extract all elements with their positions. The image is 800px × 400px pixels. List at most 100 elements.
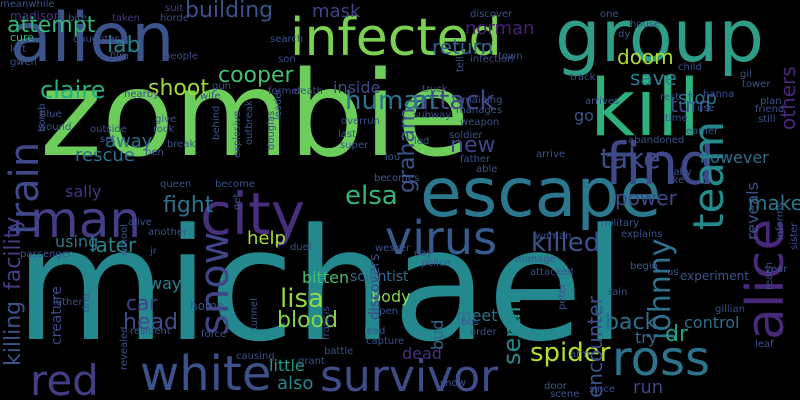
word-us: us [667, 267, 679, 278]
word-passenger: passenger [20, 249, 72, 260]
word-son: son [278, 54, 296, 65]
word-try: try [635, 328, 658, 347]
word-arrives: arrives [585, 96, 620, 107]
word-car: car [126, 291, 158, 315]
word-death: death [294, 86, 323, 97]
word-woman: woman [535, 231, 572, 242]
word-bomb: bomb [37, 103, 48, 132]
word-suit: suit [165, 3, 184, 14]
word-left: left [10, 44, 27, 55]
word-arrive: arrive [536, 149, 566, 160]
word-police: police [421, 258, 451, 269]
word-find: find [605, 130, 716, 198]
word-rescue: rescue [75, 145, 135, 166]
word-serum: serum [498, 289, 526, 365]
word-gun: gun [212, 81, 232, 92]
word-scientist: scientist [350, 269, 409, 285]
word-team: team [684, 121, 733, 230]
word-truck: truck [422, 84, 448, 95]
word-return: return [432, 35, 494, 59]
word-claire: claire [40, 76, 106, 104]
word-power: power [615, 186, 677, 210]
word-peter: peter [557, 283, 568, 310]
word-escape: escape [420, 154, 662, 233]
word-new: new [450, 133, 496, 158]
word-douglas: douglas [266, 110, 277, 150]
word-alive: alive [128, 217, 152, 228]
word-one: one [600, 9, 619, 20]
word-sister: sister [789, 222, 800, 250]
word-rain: rain [608, 287, 628, 298]
word-day: day [414, 248, 433, 259]
word-tunnel: tunnel [249, 298, 260, 330]
word-human: human [345, 86, 436, 116]
word-set: set [100, 134, 116, 145]
word-remaining: remaining [452, 95, 503, 106]
word-lou: lou [385, 152, 401, 163]
word-jr: jr [150, 246, 157, 257]
word-plan: plan [760, 96, 782, 107]
word-informs: informs [775, 202, 786, 240]
word-go: go [574, 106, 594, 125]
word-encounter: encounter [583, 296, 607, 398]
word-way: way [149, 274, 182, 293]
word-blood: blood [277, 308, 338, 333]
word-baby: baby [667, 167, 692, 178]
word-kill: kill [590, 64, 701, 154]
word-force: force [201, 329, 227, 340]
word-dna: dna [81, 293, 92, 312]
word-last: last [338, 129, 357, 140]
word-search: search [270, 34, 304, 45]
word-outbreak: outbreak [244, 100, 255, 145]
word-take: take [600, 142, 661, 175]
word-bite: bite [68, 13, 88, 24]
word-super: super [340, 140, 369, 151]
word-run: run [633, 377, 664, 398]
word-francis: francis [321, 306, 332, 340]
word-virus: virus [385, 211, 498, 265]
word-wound: wound [38, 122, 72, 133]
word-spider: spider [530, 338, 611, 368]
word-leaf: leaf [755, 339, 774, 350]
word-overrun: overrun [341, 116, 380, 127]
word-year: year [765, 264, 788, 275]
word-show: show [440, 378, 466, 389]
word-resident: resident [130, 326, 171, 337]
word-white: white [140, 346, 272, 400]
word-school: school [119, 223, 130, 256]
word-back: back [605, 310, 658, 335]
word-lead: lead [364, 326, 386, 337]
word-building: building [185, 0, 274, 23]
word-film: film [110, 51, 129, 62]
word-gillian: gillian [715, 304, 745, 315]
word-friend: friend [755, 104, 785, 115]
word-madison: madison [10, 9, 62, 23]
word-get: get [232, 193, 243, 210]
word-queen: queen [160, 179, 192, 190]
word-attack: attack [413, 86, 495, 116]
word-experiment: experiment [680, 269, 749, 283]
word-child: child [678, 62, 702, 73]
word-sally: sally [65, 182, 102, 201]
word-still: still [758, 114, 776, 125]
word-causing: causing [236, 351, 275, 362]
word-lab: lab [107, 33, 141, 58]
word-creature: creature [49, 286, 65, 345]
word-open: open [373, 306, 398, 317]
word-people: people [164, 51, 198, 62]
word-attacked: attacked [530, 267, 574, 278]
word-reveals: reveals [743, 182, 762, 240]
word-explains: explains [621, 229, 663, 240]
word-subway: subway [413, 110, 452, 121]
word-abandoned: abandoned [628, 135, 685, 146]
word-since: since [589, 384, 615, 395]
word-turn: turn [670, 93, 712, 117]
word-snow: snow [192, 231, 238, 335]
word-scene: scene [550, 389, 580, 400]
word-begin: begin [630, 261, 658, 272]
word-dy: dy [618, 29, 631, 40]
word-weapon: weapon [460, 117, 500, 128]
word-horde: horde [160, 13, 189, 24]
word-meanwhile: meanwhile [0, 0, 55, 10]
word-able: able [476, 164, 498, 175]
